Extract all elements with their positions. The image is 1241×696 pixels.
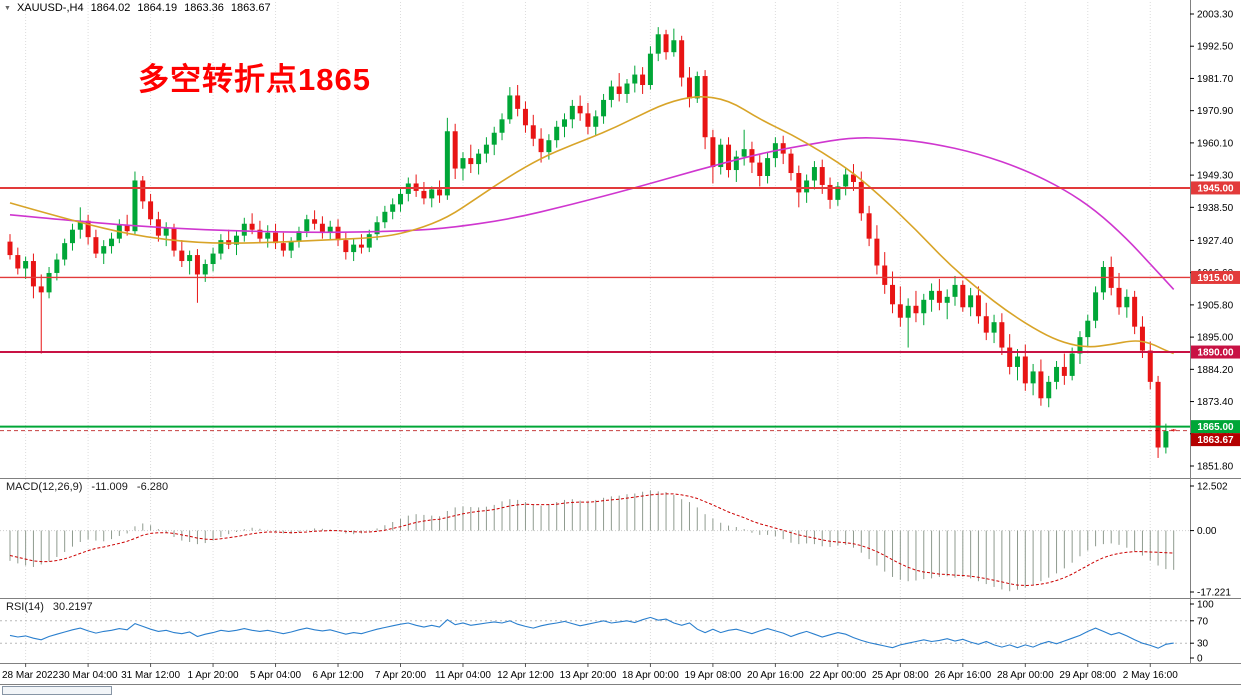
symbol-name: XAUUSD-,H4: [16, 2, 84, 14]
svg-text:1970.90: 1970.90: [1197, 106, 1234, 117]
svg-text:28 Apr 00:00: 28 Apr 00:00: [997, 670, 1054, 681]
chart-annotation-text: 多空转折点1865: [138, 62, 371, 97]
svg-text:0: 0: [1197, 654, 1203, 665]
svg-text:1851.80: 1851.80: [1197, 462, 1234, 473]
ohlc-high: 1864.19: [137, 2, 178, 14]
svg-text:100: 100: [1197, 600, 1214, 611]
svg-text:2003.30: 2003.30: [1197, 10, 1234, 21]
svg-text:1873.40: 1873.40: [1197, 397, 1234, 408]
ohlc-open: 1864.02: [90, 2, 131, 14]
macd-indicator-header: MACD(12,26,9) -11.009 -6.280: [6, 481, 168, 493]
price-tag-1915.00[interactable]: [1191, 270, 1240, 284]
svg-text:1949.30: 1949.30: [1197, 171, 1234, 182]
svg-text:-17.221: -17.221: [1197, 588, 1231, 599]
svg-text:6 Apr 12:00: 6 Apr 12:00: [312, 670, 364, 681]
symbol-dropdown-icon[interactable]: ▼: [4, 4, 11, 12]
svg-text:1 Apr 20:00: 1 Apr 20:00: [187, 670, 239, 681]
svg-text:25 Apr 08:00: 25 Apr 08:00: [872, 670, 929, 681]
svg-text:2 May 16:00: 2 May 16:00: [1123, 670, 1178, 681]
svg-text:1890.00: 1890.00: [1197, 348, 1234, 359]
macd-main-value: -11.009: [91, 481, 128, 493]
svg-text:1927.40: 1927.40: [1197, 236, 1234, 247]
price-tag-1865.00[interactable]: [1191, 420, 1240, 434]
time-axis: 28 Mar 2022 30 Mar 04:00 31 Mar 12:00 1 Apr…: [2, 663, 1178, 681]
scrollbar-thumb[interactable]: [2, 686, 112, 695]
svg-text:1865.00: 1865.00: [1197, 422, 1234, 433]
svg-text:1960.10: 1960.10: [1197, 138, 1234, 149]
svg-text:1915.00: 1915.00: [1197, 273, 1234, 284]
svg-text:11 Apr 04:00: 11 Apr 04:00: [435, 670, 491, 681]
candles: [7, 27, 1177, 458]
svg-text:30 Mar 04:00: 30 Mar 04:00: [59, 670, 118, 681]
svg-text:19 Apr 08:00: 19 Apr 08:00: [685, 670, 742, 681]
svg-text:31 Mar 12:00: 31 Mar 12:00: [121, 670, 180, 681]
ma-slow-line: [9, 137, 1175, 290]
bottom-scrollbar-track: [0, 685, 1241, 696]
ma-fast-line: [9, 96, 1174, 355]
svg-text:70: 70: [1197, 616, 1209, 627]
svg-text:1938.50: 1938.50: [1197, 203, 1234, 214]
svg-text:1884.20: 1884.20: [1197, 365, 1234, 376]
rsi-value: 30.2197: [52, 601, 93, 613]
rsi-line: [9, 616, 1174, 649]
horizontal-price-lines[interactable]: [0, 186, 1190, 428]
ohlc-close: 1863.67: [230, 2, 271, 14]
macd-name: MACD(12,26,9): [6, 481, 83, 493]
svg-text:12.502: 12.502: [1197, 482, 1228, 493]
svg-text:1905.80: 1905.80: [1197, 300, 1234, 311]
svg-text:1895.00: 1895.00: [1197, 333, 1234, 344]
svg-text:13 Apr 20:00: 13 Apr 20:00: [560, 670, 617, 681]
rsi-name: RSI(14): [6, 601, 44, 613]
price-tags[interactable]: 1945.00 1915.00 1890.00 1865.00 1863.67: [1191, 181, 1240, 447]
svg-text:22 Apr 00:00: 22 Apr 00:00: [810, 670, 867, 681]
svg-text:7 Apr 20:00: 7 Apr 20:00: [375, 670, 427, 681]
macd-signal-value: -6.280: [136, 481, 169, 493]
bid-price-tag[interactable]: [1191, 433, 1240, 447]
svg-text:29 Apr 08:00: 29 Apr 08:00: [1059, 670, 1116, 681]
svg-text:12 Apr 12:00: 12 Apr 12:00: [497, 670, 554, 681]
macd-plot: [0, 490, 1190, 592]
grid-lines: [25, 2, 1151, 662]
svg-text:5 Apr 04:00: 5 Apr 04:00: [250, 670, 302, 681]
macd-signal-line: [9, 493, 1174, 587]
price-tag-1945.00[interactable]: [1191, 181, 1240, 195]
svg-text:1863.67: 1863.67: [1197, 435, 1234, 446]
price-axis: 2003.30 1992.50 1981.70 1970.90 1960.10 1949.…: [1190, 10, 1234, 665]
svg-text:1945.00: 1945.00: [1197, 183, 1234, 194]
svg-text:30: 30: [1197, 639, 1209, 650]
svg-text:26 Apr 16:00: 26 Apr 16:00: [934, 670, 991, 681]
svg-text:0.00: 0.00: [1197, 526, 1217, 537]
price-tag-1890.00[interactable]: [1191, 345, 1240, 359]
ohlc-low: 1863.36: [184, 2, 224, 14]
svg-text:28 Mar 2022: 28 Mar 2022: [2, 670, 59, 681]
svg-text:1992.50: 1992.50: [1197, 42, 1234, 53]
svg-text:1981.70: 1981.70: [1197, 74, 1234, 85]
svg-text:20 Apr 16:00: 20 Apr 16:00: [747, 670, 804, 681]
rsi-indicator-header: RSI(14) 30.2197: [6, 601, 93, 613]
symbol-info-line: ▼ XAUUSD-,H4 1864.02 1864.19 1863.36 186…: [4, 2, 271, 14]
svg-text:18 Apr 00:00: 18 Apr 00:00: [622, 670, 679, 681]
rsi-plot: [0, 616, 1190, 649]
moving-averages: [9, 96, 1175, 355]
